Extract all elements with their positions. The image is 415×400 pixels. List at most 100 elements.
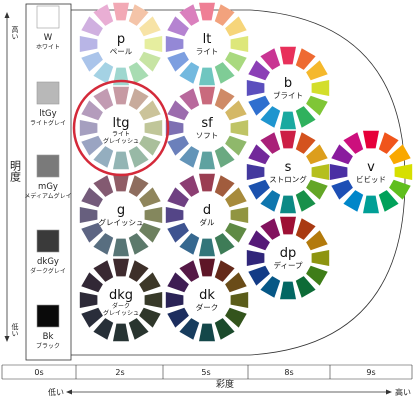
- hue-swatch: [295, 190, 316, 212]
- hue-swatch: [280, 281, 296, 300]
- hue-swatch: [248, 60, 270, 81]
- tone-code: b: [284, 76, 292, 91]
- tone-code: dkg: [109, 288, 133, 303]
- hue-swatch: [225, 307, 247, 328]
- chroma-tick-2s: 2s: [115, 368, 124, 377]
- hue-swatch: [93, 88, 114, 110]
- hue-swatch: [113, 323, 129, 342]
- hue-swatch: [230, 36, 249, 52]
- hue-swatch: [199, 151, 215, 170]
- hue-swatch: [81, 100, 103, 121]
- tone-code: v: [367, 160, 375, 175]
- gray-swatch-code: Bk: [43, 332, 54, 342]
- hue-swatch: [378, 190, 399, 212]
- hue-swatch: [113, 173, 129, 192]
- hue-swatch: [93, 260, 114, 282]
- hue-swatch: [128, 260, 149, 282]
- hue-swatch: [167, 187, 189, 208]
- hue-swatch: [295, 48, 316, 70]
- hue-swatch: [199, 86, 215, 105]
- hue-swatch: [311, 164, 330, 180]
- hue-swatch: [139, 272, 161, 293]
- chroma-low-label: 低い: [48, 387, 64, 397]
- hue-swatch: [280, 46, 296, 65]
- tone-code: s: [285, 160, 292, 175]
- hue-swatch: [199, 258, 215, 277]
- gray-scale-column: [25, 3, 72, 361]
- hue-swatch: [295, 132, 316, 154]
- hue-swatch: [199, 2, 215, 21]
- hue-swatch: [165, 292, 184, 308]
- gray-swatch-name: メディアムグレイ: [24, 192, 71, 200]
- hue-swatch: [306, 60, 328, 81]
- hue-swatch: [128, 318, 149, 340]
- gray-swatch-name: ブラック: [36, 342, 60, 350]
- hue-swatch: [139, 307, 161, 328]
- tone-code: lt: [203, 32, 212, 47]
- hue-swatch: [81, 307, 103, 328]
- hue-swatch: [389, 179, 411, 200]
- gray-swatch-code: mGy: [38, 182, 58, 192]
- hue-swatch: [280, 216, 296, 235]
- hue-swatch: [128, 88, 149, 110]
- hue-swatch: [311, 250, 330, 266]
- hue-swatch: [81, 187, 103, 208]
- hue-swatch: [280, 111, 296, 130]
- hue-swatch: [81, 272, 103, 293]
- hue-swatch: [214, 260, 235, 282]
- gray-swatch-square: [36, 304, 60, 328]
- hue-swatch: [248, 230, 270, 251]
- tone-wheel-center: [184, 192, 230, 238]
- hue-swatch: [179, 260, 200, 282]
- hue-swatch: [179, 4, 200, 26]
- tone-name: ダーク: [196, 302, 219, 312]
- hue-swatch: [225, 16, 247, 37]
- hue-swatch: [199, 238, 215, 257]
- hue-swatch: [79, 207, 98, 223]
- hue-swatch: [113, 238, 129, 257]
- hue-swatch: [167, 51, 189, 72]
- hue-swatch: [248, 265, 270, 286]
- hue-swatch: [363, 195, 379, 214]
- tone-wheel-center: [98, 192, 144, 238]
- hue-swatch: [214, 62, 235, 84]
- hue-swatch: [79, 120, 98, 136]
- tone-wheel-center: [98, 105, 144, 151]
- hue-swatch: [139, 51, 161, 72]
- hue-swatch: [128, 146, 149, 168]
- gray-swatch-square: [36, 5, 60, 29]
- hue-swatch: [389, 144, 411, 165]
- chroma-tick-5s: 5s: [201, 368, 210, 377]
- tone-name: ライトグレイッシュ: [103, 131, 139, 145]
- lightness-high-label: 高い: [11, 25, 19, 40]
- hue-swatch: [93, 318, 114, 340]
- hue-swatch: [81, 51, 103, 72]
- hue-swatch: [311, 80, 330, 96]
- hue-swatch: [230, 292, 249, 308]
- hue-swatch: [139, 100, 161, 121]
- hue-swatch: [199, 67, 215, 86]
- highlight-ring: [72, 79, 170, 177]
- hue-swatch: [248, 179, 270, 200]
- hue-swatch: [394, 164, 413, 180]
- hue-swatch: [179, 233, 200, 255]
- hue-swatch: [144, 36, 163, 52]
- tone-code: dk: [199, 288, 215, 303]
- hue-swatch: [144, 207, 163, 223]
- tone-name: ダークグレイッシュ: [103, 302, 139, 317]
- hue-swatch: [246, 250, 265, 266]
- gray-swatch-name: ダークグレイ: [30, 267, 66, 275]
- hue-swatch: [225, 272, 247, 293]
- hue-swatch: [81, 16, 103, 37]
- hue-swatch: [139, 135, 161, 156]
